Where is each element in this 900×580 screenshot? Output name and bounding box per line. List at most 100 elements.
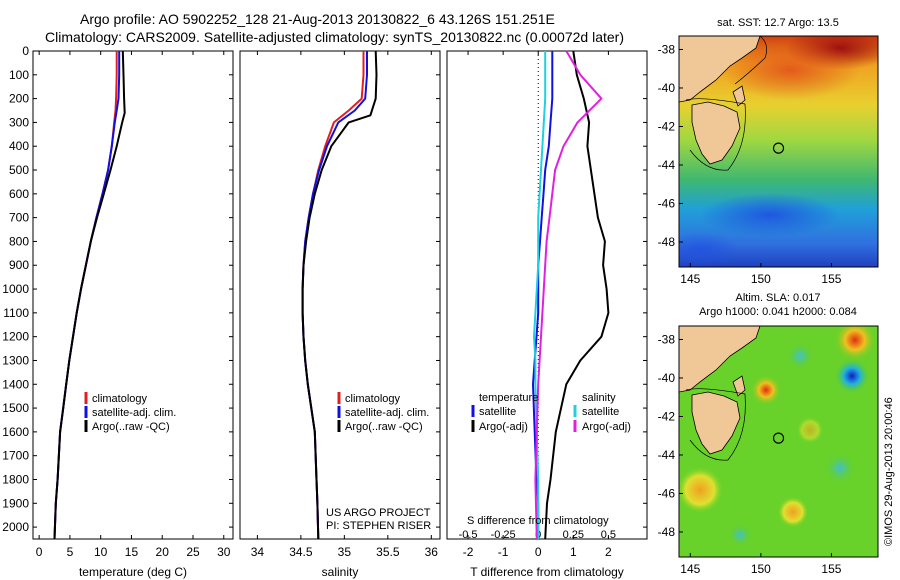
project-annotation: US ARGO PROJECT: [326, 507, 431, 519]
depth-tick-label: 0: [22, 44, 29, 58]
depth-tick-label: 1300: [2, 353, 29, 367]
x-tick-label: -2: [463, 545, 474, 559]
difference-legend: temperature salinity satellite Argo(-adj…: [471, 392, 631, 433]
s-tick-label: 0.25: [563, 529, 584, 541]
shelf-contour-north: [734, 36, 767, 85]
x-tick-label: 5: [67, 545, 74, 559]
x-tick-label: 34: [251, 545, 265, 559]
shelf-contour: [685, 98, 746, 171]
lat-tick-label: -46: [658, 486, 676, 500]
depth-tick-label: 1600: [2, 425, 29, 439]
series-line-salinity-argo-adj-: [534, 50, 603, 540]
x-tick-label: 10: [94, 545, 108, 559]
sst-cool-eddy: [700, 193, 840, 237]
imos-timestamp: ©IMOS 29-Aug-2013 20:00:46: [883, 397, 895, 546]
flinders-island: [732, 85, 746, 107]
mainland-australia: [679, 326, 761, 393]
sla-weak-eddy: [796, 416, 824, 444]
series-line-argo-raw-qc-: [301, 50, 378, 540]
pi-annotation: PI: STEPHEN RISER: [326, 520, 431, 532]
legend-label-argo: Argo(..raw -QC): [345, 421, 423, 433]
x-tick-label: 34.5: [289, 545, 313, 559]
lon-tick-label: 150: [751, 562, 771, 576]
lon-tick-label: 145: [680, 562, 700, 576]
series-line-temperature-argo-adj-: [544, 50, 610, 540]
sst-map-frame: [678, 35, 879, 268]
lat-tick-label: -40: [658, 371, 676, 385]
depth-tick-label: 300: [9, 115, 29, 129]
x-tick-label: 35.5: [376, 545, 400, 559]
lat-tick-label: -48: [658, 525, 676, 539]
difference-panel: -2 -1 0 1 2-0.5 -0.25 0 0.25 0.5: [459, 50, 647, 559]
sla-low-eddy-e: [834, 358, 870, 394]
x-tick-label: 25: [186, 545, 200, 559]
lat-tick-label: -38: [658, 332, 676, 346]
depth-tick-label: 1900: [2, 496, 29, 510]
depth-tick-label: 1700: [2, 449, 29, 463]
legend-label-climatology: climatology: [345, 393, 401, 405]
lon-tick-label: 150: [751, 272, 771, 286]
depth-tick-label: 400: [9, 139, 29, 153]
x-tick-label: 30: [217, 545, 231, 559]
shelf-contour: [685, 388, 746, 461]
sla-map-axes: 145 150 155 -38 -40 -42 -44 -46 -48: [658, 332, 842, 576]
sla-high-eddy-sw: [679, 466, 724, 514]
depth-axis: 0 100 200 300 400 500 600 700 800 900 1000 1100 1200…: [2, 44, 37, 534]
depth-tick-label: 1200: [2, 330, 29, 344]
series-line-argo-raw-qc-: [53, 50, 126, 540]
sla-map-frame: [678, 325, 879, 558]
depth-tick-label: 2000: [2, 520, 29, 534]
lat-tick-label: -44: [658, 448, 676, 462]
sla-low-eddy-south: [728, 523, 752, 547]
depth-tick-label: 1100: [3, 306, 29, 320]
figure-title-line2: Climatology: CARS2009. Satellite-adjuste…: [45, 29, 624, 45]
depth-tick-label: 200: [9, 92, 29, 106]
temperature-panel: 0 5 10 15 20 25 30: [36, 50, 233, 559]
legend-label-temp-argo: Argo(-adj): [479, 421, 528, 433]
depth-tick-label: 100: [9, 68, 29, 82]
salinity-legend: climatology satellite-adj. clim. Argo(..…: [337, 392, 429, 433]
tasmania: [691, 101, 741, 165]
x-tick-label: 0: [535, 545, 542, 559]
x-tick-label: 36: [425, 545, 439, 559]
depth-tick-label: 700: [9, 211, 29, 225]
x-tick-label: 0: [36, 545, 43, 559]
tasmania: [691, 391, 741, 455]
temperature-legend: climatology satellite-adj. clim. Argo(..…: [84, 392, 176, 433]
legend-label-sal-argo: Argo(-adj): [582, 421, 631, 433]
depth-tick-label: 1500: [2, 401, 29, 415]
argo-float-marker: [772, 432, 785, 444]
lon-tick-label: 155: [821, 272, 841, 286]
lat-tick-label: -46: [658, 196, 676, 210]
sla-high-eddy-ne: [833, 326, 877, 362]
difference-xlabel: T difference from climatology: [470, 565, 624, 579]
depth-tick-label: 900: [9, 258, 29, 272]
x-tick-label: 20: [156, 545, 170, 559]
depth-tick-label: 600: [9, 187, 29, 201]
sst-map: [679, 36, 878, 267]
lat-tick-label: -38: [658, 42, 676, 56]
sst-cool-region: [679, 232, 740, 267]
legend-header-temperature: temperature: [479, 392, 538, 404]
sla-map: [679, 326, 878, 557]
sla-low-eddy-n: [786, 342, 814, 370]
sst-map-title: sat. SST: 12.7 Argo: 13.5: [717, 17, 839, 29]
legend-label-satellite: satellite-adj. clim.: [92, 407, 176, 419]
x-tick-label: 35: [338, 545, 352, 559]
legend-label-satellite: satellite-adj. clim.: [345, 407, 429, 419]
x-tick-label: -1: [498, 545, 509, 559]
legend-label-sal-satellite: satellite: [582, 406, 619, 418]
sla-high-eddy-center: [750, 374, 782, 406]
lat-tick-label: -42: [658, 409, 676, 423]
temperature-xlabel: temperature (deg C): [79, 565, 187, 579]
figure-title-line1: Argo profile: AO 5902252_128 21-Aug-2013…: [80, 11, 555, 27]
s-tick-label: -0.5: [459, 529, 478, 541]
legend-label-argo: Argo(..raw -QC): [92, 421, 170, 433]
lat-tick-label: -42: [658, 119, 676, 133]
lon-tick-label: 155: [821, 562, 841, 576]
legend-label-temp-satellite: satellite: [479, 406, 516, 418]
temperature-plot-frame: [32, 50, 234, 540]
mainland-australia: [679, 36, 761, 103]
lat-tick-label: -44: [658, 158, 676, 172]
sla-map-title-1: Altim. SLA: 0.017: [736, 292, 821, 304]
